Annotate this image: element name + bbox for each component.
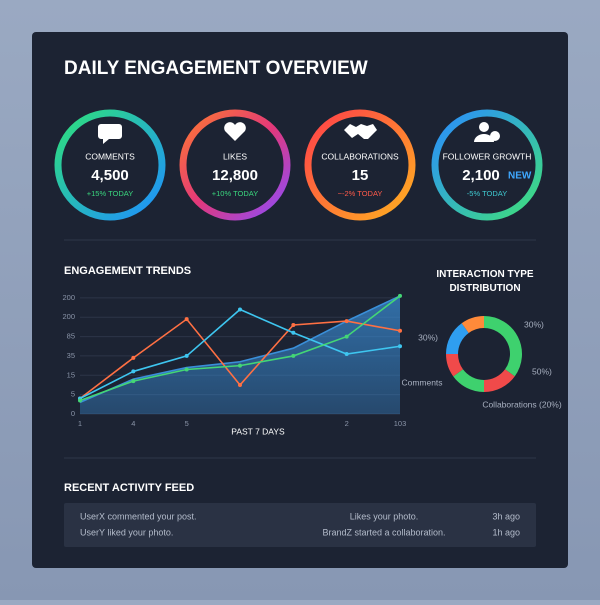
distribution-title-box: INTERACTION TYPE DISTRIBUTION bbox=[436, 269, 534, 294]
feed-cell: 1h ago bbox=[492, 527, 520, 537]
point bbox=[184, 353, 189, 358]
kpi-ring bbox=[431, 109, 543, 221]
point bbox=[238, 382, 242, 387]
point bbox=[238, 363, 242, 368]
donut-segment bbox=[483, 316, 522, 377]
feed-cell: UserX commented your post. bbox=[80, 511, 197, 521]
y-tick-label: 15 bbox=[67, 370, 75, 379]
point bbox=[184, 367, 189, 372]
kpi-ring bbox=[179, 109, 291, 221]
feed-cell: UserY liked your photo. bbox=[80, 527, 173, 537]
donut-annotation: 30%) bbox=[418, 332, 438, 342]
kpi-value: 4,500 bbox=[91, 167, 129, 184]
kpi-icon bbox=[474, 122, 500, 142]
point bbox=[398, 328, 402, 333]
kpi-change: +10% TODAY bbox=[212, 189, 258, 198]
y-tick-label: 200 bbox=[62, 293, 75, 302]
feed-cell: Likes your photo. bbox=[350, 511, 419, 521]
point bbox=[291, 330, 296, 335]
donut-segment bbox=[483, 368, 515, 392]
kpi-badge: NEW bbox=[508, 171, 532, 182]
area bbox=[80, 295, 400, 414]
kpi-label: COMMENTS bbox=[85, 151, 135, 161]
kpi-label: COLLABORATIONS bbox=[321, 151, 399, 161]
title: DAILY ENGAGEMENT OVERVIEW bbox=[64, 58, 368, 79]
y-tick-label: 0 bbox=[71, 409, 75, 418]
point bbox=[238, 307, 242, 312]
x-tick-label: 4 bbox=[131, 419, 135, 428]
kpi-value: 15 bbox=[352, 167, 369, 184]
feed-cell: 3h ago bbox=[492, 511, 520, 521]
point bbox=[131, 355, 136, 360]
donut-annotation: 50%) bbox=[532, 366, 552, 376]
distribution-title: INTERACTION TYPE DISTRIBUTION bbox=[436, 269, 534, 294]
kpi-change: -5% TODAY bbox=[467, 189, 507, 198]
feed-box bbox=[64, 503, 536, 547]
y-tick-label: 200 bbox=[62, 312, 75, 321]
donut-annotation: Collaborations (20%) bbox=[482, 399, 562, 409]
point bbox=[184, 317, 189, 322]
point bbox=[398, 344, 402, 349]
point bbox=[78, 398, 82, 403]
trends-title: ENGAGEMENT TRENDS bbox=[64, 265, 191, 277]
y-tick-label: 85 bbox=[67, 332, 75, 341]
donut-segment bbox=[446, 353, 464, 377]
x-tick-label: 5 bbox=[185, 419, 189, 428]
point bbox=[291, 322, 296, 327]
donut-annotation: Comments bbox=[401, 377, 442, 387]
x-tick-label: 2 bbox=[345, 419, 349, 428]
kpi-icon bbox=[224, 122, 246, 141]
kpi-value: 2,100 bbox=[462, 167, 500, 184]
donut-segment bbox=[461, 316, 485, 334]
feed-title: RECENT ACTIVITY FEED bbox=[64, 482, 194, 494]
point bbox=[344, 319, 349, 324]
point bbox=[131, 369, 136, 374]
kpi-change: −-2% TODAY bbox=[338, 189, 383, 198]
kpi-change: +15% TODAY bbox=[87, 189, 133, 198]
kpi-ring bbox=[304, 109, 416, 221]
donut-segment bbox=[453, 368, 485, 392]
x-axis-label: PAST 7 DAYS bbox=[231, 426, 285, 436]
feed-cell: BrandZ started a collaboration. bbox=[322, 527, 445, 537]
y-tick-label: 35 bbox=[67, 351, 75, 360]
x-tick-label: 1 bbox=[78, 419, 82, 428]
y-tick-label: 5 bbox=[71, 390, 75, 399]
x-tick-label: 103 bbox=[394, 419, 407, 428]
donut-annotation: 30%) bbox=[524, 319, 544, 329]
kpi-icon bbox=[344, 124, 377, 139]
point bbox=[344, 334, 349, 339]
point bbox=[291, 353, 296, 358]
kpi-value: 12,800 bbox=[212, 167, 258, 184]
kpi-label: FOLLOWER GROWTH bbox=[443, 151, 532, 161]
kpi-ring bbox=[54, 109, 166, 221]
kpi-label: LIKES bbox=[223, 151, 247, 161]
point bbox=[398, 293, 402, 298]
kpi-icon bbox=[98, 124, 122, 144]
point bbox=[131, 379, 136, 384]
donut-segment bbox=[446, 323, 470, 355]
point bbox=[344, 352, 349, 356]
